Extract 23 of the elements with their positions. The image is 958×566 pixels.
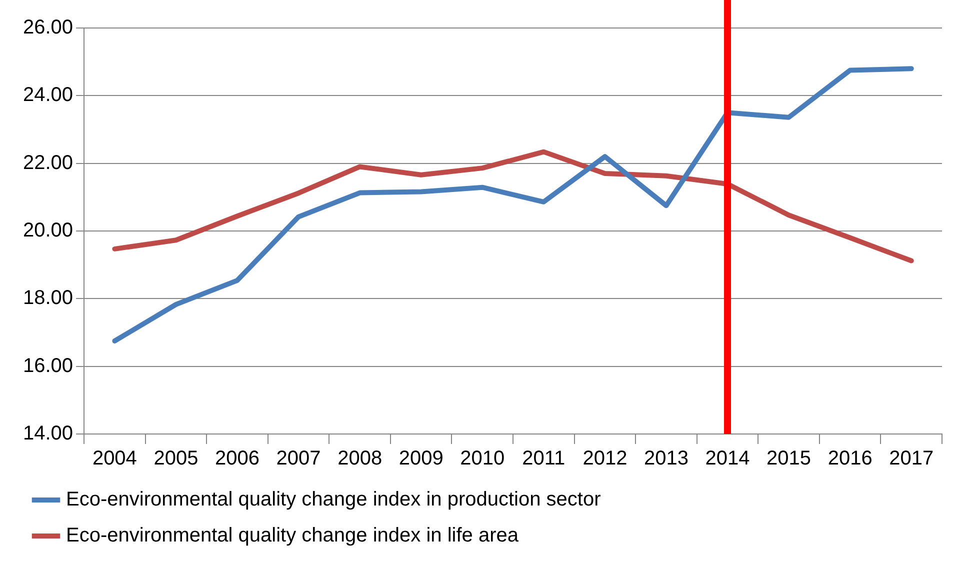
x-tick-label: 2015 (766, 448, 812, 470)
x-tick-label: 2007 (276, 448, 321, 470)
x-tick-label: 2012 (582, 448, 628, 470)
y-tick-label: 24.00 (22, 84, 74, 106)
x-tick-label: 2017 (889, 448, 934, 470)
x-tick-label: 2005 (154, 448, 198, 470)
y-tick-label: 26.00 (22, 16, 74, 39)
y-tick-label: 16.00 (22, 354, 74, 377)
y-tick-label: 22.00 (22, 152, 74, 174)
x-tick-label: 2010 (460, 448, 505, 470)
legend-label: Eco-environmental quality change index in life area (66, 524, 520, 547)
y-tick-label: 20.00 (22, 220, 74, 242)
x-tick-label: 2004 (92, 448, 137, 470)
x-tick-label: 2009 (398, 448, 444, 470)
x-tick-label: 2013 (644, 448, 688, 470)
x-tick-label: 2016 (828, 448, 872, 470)
y-tick-label: 14.00 (22, 422, 74, 445)
x-tick-label: 2014 (705, 448, 750, 470)
x-tick-label: 2011 (522, 448, 566, 470)
x-tick-label: 2006 (215, 448, 260, 470)
y-tick-label: 18.00 (22, 287, 74, 310)
legend-label: Eco-environmental quality change index in production sector (66, 488, 602, 511)
x-tick-label: 2008 (338, 448, 382, 470)
